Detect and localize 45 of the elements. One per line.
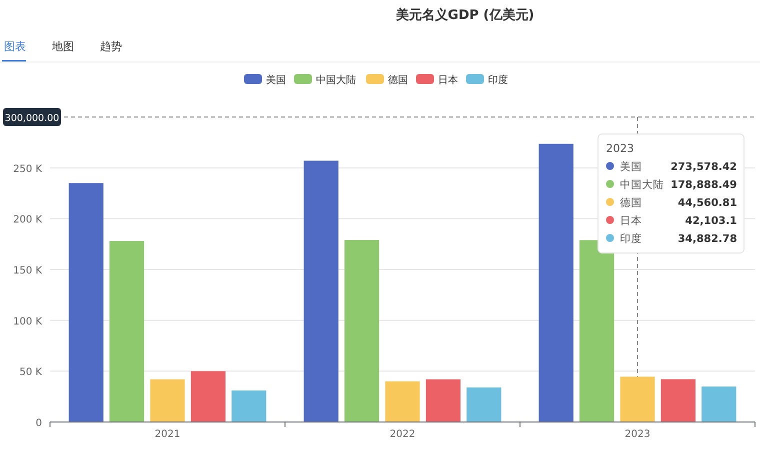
- bar: [190, 371, 226, 422]
- legend-label: 日本: [620, 214, 642, 227]
- bar: [702, 386, 736, 422]
- text: 德国: [388, 75, 408, 86]
- legend-label: 德国: [620, 197, 642, 209]
- y-tick-label: 200 K: [13, 214, 42, 226]
- text: 日本: [438, 75, 458, 86]
- text: 印度: [488, 75, 508, 86]
- annotation: 44,560.81: [678, 197, 737, 209]
- x-tick-label: 2021: [154, 429, 180, 440]
- annotation: 178,888.49: [670, 179, 737, 191]
- bar: [304, 160, 338, 422]
- bar: [660, 379, 696, 422]
- annotation: 42,103.1: [685, 215, 737, 227]
- text: 趋势: [100, 40, 122, 53]
- bar: [68, 183, 104, 422]
- legend-label: 印度: [620, 232, 642, 245]
- bar: [580, 240, 614, 422]
- annotation: 273,578.42: [670, 161, 737, 173]
- y-tick-label: 100 K: [13, 316, 42, 328]
- bar: [110, 241, 144, 422]
- legend-label: 中国大陆: [620, 178, 664, 191]
- bar: [385, 381, 420, 422]
- text: 中国大陆: [316, 75, 356, 86]
- bar: [426, 379, 460, 422]
- annotation: 34,882.78: [678, 233, 737, 245]
- text: 美国: [266, 75, 286, 86]
- x-tick-label: 2023: [624, 429, 650, 440]
- text: 地图: [51, 40, 74, 53]
- bar: [620, 376, 655, 422]
- bar: [150, 379, 185, 422]
- bar: [466, 387, 502, 422]
- y-tick-label: 0: [36, 418, 42, 429]
- bar: [344, 240, 380, 422]
- ref-line-label: 300,000.00: [4, 113, 60, 124]
- y-tick-label: 250 K: [13, 164, 42, 175]
- chart-title: 美元名义GDP (亿美元): [394, 7, 534, 23]
- y-tick-label: 150 K: [13, 266, 42, 276]
- x-tick-label: 2022: [390, 429, 416, 440]
- bar: [232, 390, 266, 422]
- annotation: 2023: [606, 142, 634, 155]
- bar: [538, 144, 574, 422]
- legend-label: 美国: [620, 160, 642, 173]
- y-tick-label: 50 K: [20, 367, 42, 378]
- text: 图表: [4, 40, 26, 53]
